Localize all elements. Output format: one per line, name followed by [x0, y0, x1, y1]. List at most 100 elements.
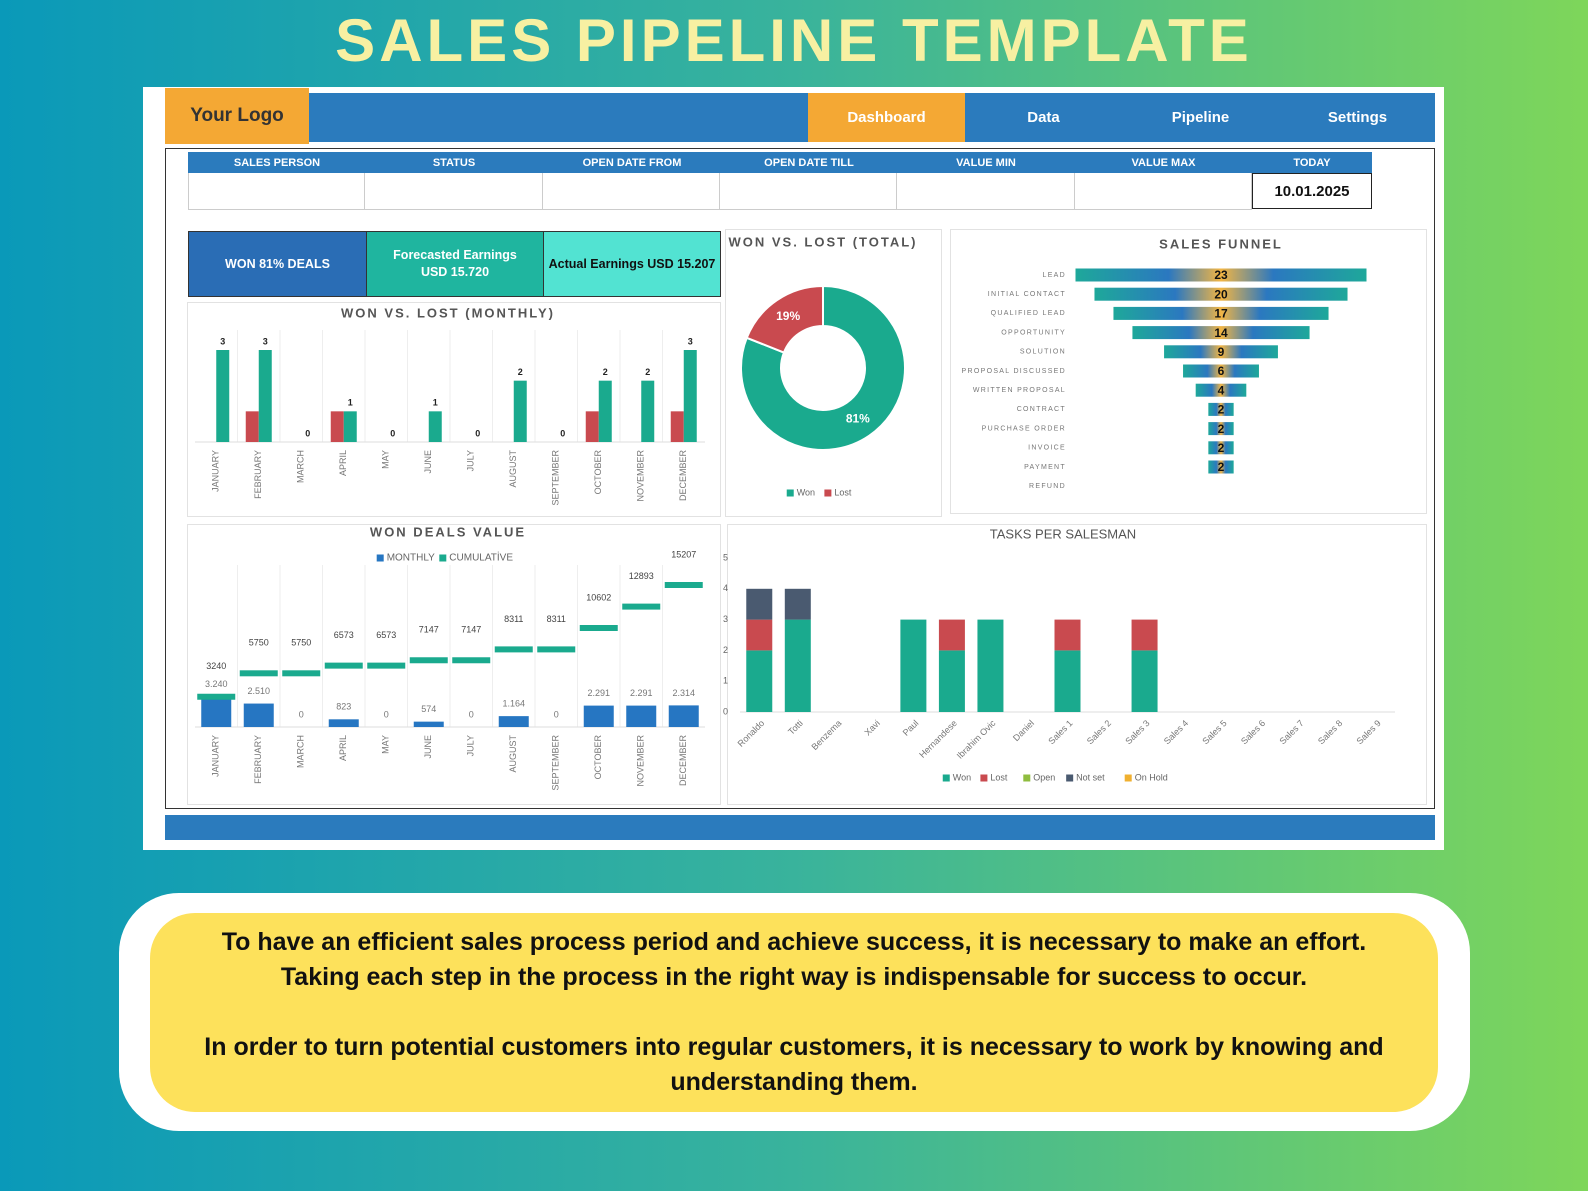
x-tick-label: Sales 9: [1355, 718, 1383, 746]
x-tick-label: Totti: [786, 718, 805, 737]
x-tick-label: FEBRUARY: [253, 450, 263, 499]
category-label: SOLUTION: [1020, 349, 1066, 356]
filter-input[interactable]: [897, 173, 1075, 210]
x-tick-label: Sales 6: [1239, 718, 1267, 746]
today-date: 10.01.2025: [1252, 173, 1372, 209]
bar-segment: [746, 619, 773, 651]
funnel-bar: [1195, 383, 1247, 397]
bar-segment: [784, 588, 811, 620]
data-label: 6573: [376, 630, 396, 640]
bar-segment: [1054, 650, 1081, 712]
bar: [641, 380, 655, 442]
category-label: QUALIFIED LEAD: [991, 310, 1066, 317]
x-tick-label: JULY: [466, 735, 476, 756]
x-tick-label: JUNE: [423, 735, 433, 759]
data-label: 3: [220, 336, 225, 346]
data-label: 2.291: [587, 688, 610, 698]
x-tick-label: JANUARY: [211, 735, 221, 777]
data-label: 20: [1214, 287, 1228, 301]
cumulative-marker: [537, 646, 576, 653]
page-title: SALES PIPELINE TEMPLATE: [335, 7, 1253, 74]
category-label: PURCHASE ORDER: [982, 425, 1066, 432]
filter-input[interactable]: [365, 173, 543, 210]
legend-label: MONTHLY: [387, 553, 435, 564]
x-tick-label: Ibrahim Ovic: [955, 718, 998, 761]
filter-input[interactable]: [188, 173, 365, 210]
nav-tab[interactable]: Data: [1027, 109, 1060, 126]
data-label: 8311: [547, 614, 566, 624]
bar: [328, 719, 359, 727]
data-label: 3240: [206, 661, 226, 671]
x-tick-label: Sales 2: [1085, 718, 1113, 746]
x-tick-label: SEPTEMBER: [551, 450, 561, 506]
funnel-bar: [1208, 460, 1234, 474]
bar: [243, 703, 274, 727]
data-label: 574: [421, 704, 436, 714]
bar: [343, 411, 357, 442]
data-label: 3: [263, 336, 268, 346]
y-tick-label: 5: [723, 552, 728, 562]
cumulative-marker: [494, 646, 533, 653]
data-label: 6573: [334, 630, 354, 640]
bar: [683, 350, 697, 442]
note-text: To have an efficient sales process perio…: [150, 913, 1438, 1112]
data-label: 23: [1214, 268, 1228, 282]
data-label: 1: [348, 398, 353, 408]
x-tick-label: MAY: [381, 450, 391, 469]
legend-label: Not set: [1076, 772, 1105, 782]
funnel-bar: [1094, 287, 1348, 301]
x-tick-label: FEBRUARY: [253, 735, 263, 784]
data-label: 12893: [629, 571, 654, 581]
filter-header: VALUE MIN: [897, 152, 1075, 173]
legend-swatch: [942, 774, 950, 782]
x-tick-label: Daniel: [1011, 718, 1036, 743]
data-label: 0: [469, 709, 474, 719]
data-label: 0: [299, 709, 304, 719]
funnel-bar: [1132, 326, 1310, 340]
y-tick-label: 0: [723, 706, 728, 716]
footer-bar: [165, 815, 1435, 840]
data-label: 2: [1218, 403, 1225, 417]
data-label: 19%: [776, 309, 800, 323]
filter-input[interactable]: [720, 173, 897, 210]
data-label: 17: [1214, 307, 1228, 321]
cumulative-marker: [367, 662, 406, 669]
cumulative-marker: [664, 582, 703, 588]
data-label: 8311: [504, 614, 523, 624]
nav-tab[interactable]: Dashboard: [808, 93, 965, 142]
data-label: 1.164: [502, 699, 525, 709]
category-label: PROPOSAL DISCUSSED: [962, 368, 1066, 375]
x-tick-label: Sales 5: [1200, 718, 1228, 746]
chart-title: TASKS PER SALESMAN: [990, 526, 1136, 541]
data-label: 6: [1218, 364, 1225, 378]
filter-input[interactable]: [543, 173, 720, 210]
cumulative-marker: [239, 670, 278, 677]
data-label: 2: [1218, 460, 1225, 474]
nav-tab[interactable]: Pipeline: [1171, 109, 1230, 126]
category-label: OPPORTUNITY: [1001, 329, 1066, 336]
data-label: 0: [560, 428, 565, 438]
legend-swatch: [1066, 774, 1074, 782]
x-tick-label: DECEMBER: [678, 735, 688, 787]
data-label: 5750: [249, 638, 269, 648]
legend-swatch: [824, 489, 832, 497]
legend-swatch: [980, 774, 988, 782]
data-label: 1: [433, 398, 438, 408]
data-label: 4: [1218, 383, 1225, 397]
legend-swatch: [786, 489, 794, 497]
funnel-bar: [1075, 268, 1367, 282]
filter-header: OPEN DATE TILL: [720, 152, 898, 173]
legend-swatch: [1124, 774, 1132, 782]
data-label: 0: [390, 428, 395, 438]
y-tick-label: 1: [723, 676, 728, 686]
x-tick-label: AUGUST: [508, 735, 518, 773]
bar-segment: [1131, 619, 1158, 651]
filter-input[interactable]: [1075, 173, 1252, 210]
bar: [626, 705, 657, 727]
nav-tab[interactable]: Settings: [1327, 109, 1388, 126]
bar: [498, 716, 529, 727]
cumulative-marker: [409, 657, 448, 664]
data-label: 2: [1218, 441, 1225, 455]
bar: [201, 696, 232, 727]
legend-swatch: [439, 554, 447, 562]
